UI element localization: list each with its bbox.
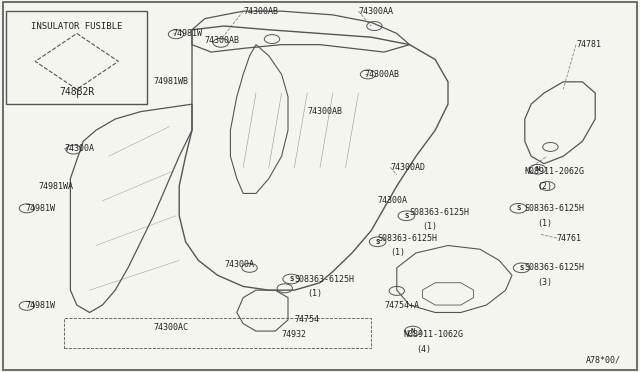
Text: (3): (3) [538, 278, 552, 287]
Text: (1): (1) [422, 222, 437, 231]
Text: 74300AB: 74300AB [365, 70, 400, 79]
Text: S08363-6125H: S08363-6125H [525, 263, 585, 272]
Text: 74300AC: 74300AC [154, 323, 189, 332]
Text: 74981WB: 74981WB [154, 77, 189, 86]
Text: N: N [536, 166, 540, 172]
Text: 74761: 74761 [557, 234, 582, 243]
Bar [6, 11, 147, 104]
Text: 74300AA: 74300AA [358, 7, 394, 16]
Text: 74300AB: 74300AB [307, 107, 342, 116]
Text: (4): (4) [416, 345, 431, 354]
Text: S: S [520, 265, 524, 271]
Text: 74882R: 74882R [59, 87, 95, 97]
Text: S: S [404, 213, 408, 219]
Text: 74981WA: 74981WA [38, 182, 74, 190]
Text: A78*00/: A78*00/ [586, 356, 621, 365]
Text: S08363-6125H: S08363-6125H [294, 275, 355, 283]
Text: S08363-6125H: S08363-6125H [410, 208, 470, 217]
Text: 74300A: 74300A [378, 196, 408, 205]
Text: S08363-6125H: S08363-6125H [525, 204, 585, 213]
Text: INSULATOR FUSIBLE: INSULATOR FUSIBLE [31, 22, 122, 31]
Text: 74754+A: 74754+A [384, 301, 419, 310]
Text: S08363-6125H: S08363-6125H [378, 234, 438, 243]
Text: 74300AD: 74300AD [390, 163, 426, 172]
Text: 74300AB: 74300AB [243, 7, 278, 16]
Text: 74300A: 74300A [224, 260, 254, 269]
Text: 74981W: 74981W [26, 301, 56, 310]
Text: (2): (2) [538, 182, 552, 190]
Text: 74300AB: 74300AB [205, 36, 240, 45]
Text: 74300A: 74300A [64, 144, 94, 153]
Text: S: S [376, 239, 380, 245]
Text: (1): (1) [307, 289, 322, 298]
Text: N08911-2062G: N08911-2062G [525, 167, 585, 176]
Text: 74932: 74932 [282, 330, 307, 339]
Text: N08911-1062G: N08911-1062G [403, 330, 463, 339]
Text: 74754: 74754 [294, 315, 319, 324]
Text: (1): (1) [390, 248, 405, 257]
Text: S: S [289, 276, 293, 282]
Text: 74981W: 74981W [173, 29, 203, 38]
Text: N: N [411, 328, 415, 334]
Text: S: S [516, 205, 520, 211]
Text: (1): (1) [538, 219, 552, 228]
Text: 74981W: 74981W [26, 204, 56, 213]
Text: 74781: 74781 [576, 40, 601, 49]
